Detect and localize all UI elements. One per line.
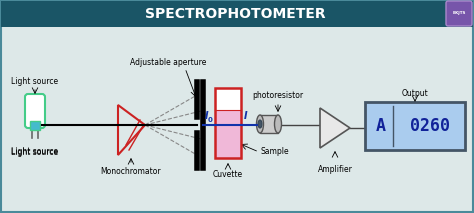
- Polygon shape: [320, 108, 350, 148]
- Text: I: I: [244, 111, 247, 121]
- Text: Cuvette: Cuvette: [213, 170, 243, 179]
- Bar: [365, 102, 465, 150]
- Bar: [215, 88, 241, 110]
- Bar: [215, 110, 241, 158]
- Bar: [260, 115, 278, 133]
- Bar: [1, 1, 473, 27]
- Text: Monochromator: Monochromator: [100, 167, 161, 176]
- Bar: [30, 121, 40, 130]
- FancyBboxPatch shape: [446, 1, 472, 26]
- Text: I: I: [205, 111, 209, 121]
- Ellipse shape: [274, 115, 282, 133]
- Text: 0260: 0260: [410, 117, 450, 135]
- Text: A: A: [376, 117, 386, 135]
- Text: Output: Output: [401, 89, 428, 98]
- Bar: [215, 88, 241, 158]
- Text: Light source: Light source: [11, 77, 59, 86]
- Text: photoresistor: photoresistor: [253, 91, 303, 100]
- Ellipse shape: [258, 120, 262, 128]
- Ellipse shape: [256, 115, 264, 133]
- Text: Adjustable aperture: Adjustable aperture: [130, 58, 206, 67]
- Text: Light source: Light source: [11, 147, 59, 156]
- Text: SPECTROPHOTOMETER: SPECTROPHOTOMETER: [145, 7, 325, 21]
- Text: BKJTS: BKJTS: [452, 11, 465, 15]
- Text: Amplifier: Amplifier: [318, 165, 353, 174]
- Text: Light source: Light source: [11, 148, 59, 157]
- Text: Sample: Sample: [261, 147, 290, 157]
- FancyBboxPatch shape: [25, 94, 45, 128]
- Text: 0: 0: [208, 117, 213, 123]
